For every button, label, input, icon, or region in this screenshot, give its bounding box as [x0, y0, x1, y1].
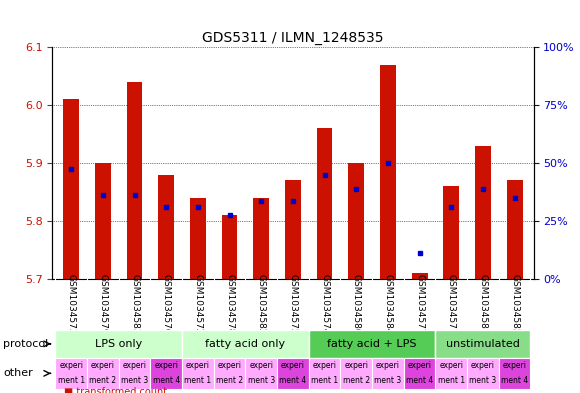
Text: ment 1: ment 1 [57, 376, 85, 385]
Bar [63, 99, 79, 279]
Text: GSM1034576: GSM1034576 [162, 274, 171, 335]
Bar [507, 180, 523, 279]
Text: GSM1034577: GSM1034577 [415, 274, 424, 335]
Text: experi: experi [503, 361, 527, 370]
FancyBboxPatch shape [436, 358, 467, 389]
Text: experi: experi [439, 361, 463, 370]
FancyBboxPatch shape [467, 358, 499, 389]
Bar [317, 129, 332, 279]
Bar [126, 82, 143, 279]
Text: experi: experi [218, 361, 241, 370]
FancyBboxPatch shape [309, 330, 436, 358]
FancyBboxPatch shape [55, 330, 182, 358]
Text: GSM1034580: GSM1034580 [351, 274, 361, 335]
FancyBboxPatch shape [404, 358, 436, 389]
FancyBboxPatch shape [340, 358, 372, 389]
FancyBboxPatch shape [277, 358, 309, 389]
Text: experi: experi [345, 361, 368, 370]
FancyBboxPatch shape [499, 358, 531, 389]
FancyBboxPatch shape [309, 358, 340, 389]
Text: GSM1034585: GSM1034585 [510, 274, 519, 335]
Text: ment 3: ment 3 [469, 376, 496, 385]
Bar [349, 163, 364, 279]
Text: other: other [3, 368, 32, 378]
Text: GSM1034583: GSM1034583 [130, 274, 139, 335]
Text: GSM1034572: GSM1034572 [193, 274, 202, 334]
Text: GSM1034578: GSM1034578 [225, 274, 234, 335]
FancyBboxPatch shape [213, 358, 245, 389]
Text: fatty acid only: fatty acid only [205, 339, 285, 349]
Text: ment 4: ment 4 [153, 376, 180, 385]
Text: ment 4: ment 4 [501, 376, 528, 385]
Text: experi: experi [186, 361, 210, 370]
Text: GSM1034579: GSM1034579 [99, 274, 107, 335]
Text: GSM1034581: GSM1034581 [478, 274, 487, 335]
FancyBboxPatch shape [87, 358, 119, 389]
Text: experi: experi [91, 361, 115, 370]
Bar [285, 180, 301, 279]
Text: experi: experi [408, 361, 432, 370]
Text: unstimulated: unstimulated [446, 339, 520, 349]
Text: experi: experi [471, 361, 495, 370]
Text: ment 3: ment 3 [374, 376, 401, 385]
Text: GSM1034584: GSM1034584 [383, 274, 393, 334]
Text: GSM1034574: GSM1034574 [320, 274, 329, 334]
Text: GSM1034582: GSM1034582 [257, 274, 266, 334]
Bar [380, 64, 396, 279]
Text: ment 3: ment 3 [248, 376, 275, 385]
Text: ■ transformed count: ■ transformed count [64, 387, 167, 393]
FancyBboxPatch shape [182, 358, 213, 389]
Text: experi: experi [249, 361, 273, 370]
Text: ment 2: ment 2 [343, 376, 370, 385]
Text: experi: experi [122, 361, 147, 370]
Text: fatty acid + LPS: fatty acid + LPS [327, 339, 417, 349]
Text: ment 1: ment 1 [438, 376, 465, 385]
Bar [253, 198, 269, 279]
Text: ment 4: ment 4 [280, 376, 306, 385]
Title: GDS5311 / ILMN_1248535: GDS5311 / ILMN_1248535 [202, 31, 383, 45]
Text: experi: experi [281, 361, 305, 370]
Bar [412, 273, 427, 279]
Text: LPS only: LPS only [95, 339, 142, 349]
Text: ment 3: ment 3 [121, 376, 148, 385]
Text: ment 2: ment 2 [216, 376, 243, 385]
FancyBboxPatch shape [245, 358, 277, 389]
Bar [190, 198, 206, 279]
Bar [443, 186, 459, 279]
FancyBboxPatch shape [150, 358, 182, 389]
FancyBboxPatch shape [119, 358, 150, 389]
Text: experi: experi [376, 361, 400, 370]
Text: GSM1034573: GSM1034573 [67, 274, 76, 335]
FancyBboxPatch shape [55, 358, 87, 389]
Text: protocol: protocol [3, 339, 48, 349]
Text: ment 1: ment 1 [184, 376, 212, 385]
Text: GSM1034575: GSM1034575 [288, 274, 298, 335]
Bar [158, 175, 174, 279]
Text: experi: experi [154, 361, 178, 370]
Text: experi: experi [313, 361, 336, 370]
Text: ment 4: ment 4 [406, 376, 433, 385]
FancyBboxPatch shape [436, 330, 531, 358]
FancyBboxPatch shape [372, 358, 404, 389]
Bar [222, 215, 237, 279]
Text: ment 2: ment 2 [89, 376, 117, 385]
Text: GSM1034571: GSM1034571 [447, 274, 456, 335]
Text: ment 1: ment 1 [311, 376, 338, 385]
Bar [475, 146, 491, 279]
Bar [95, 163, 111, 279]
FancyBboxPatch shape [182, 330, 309, 358]
Text: experi: experi [59, 361, 83, 370]
